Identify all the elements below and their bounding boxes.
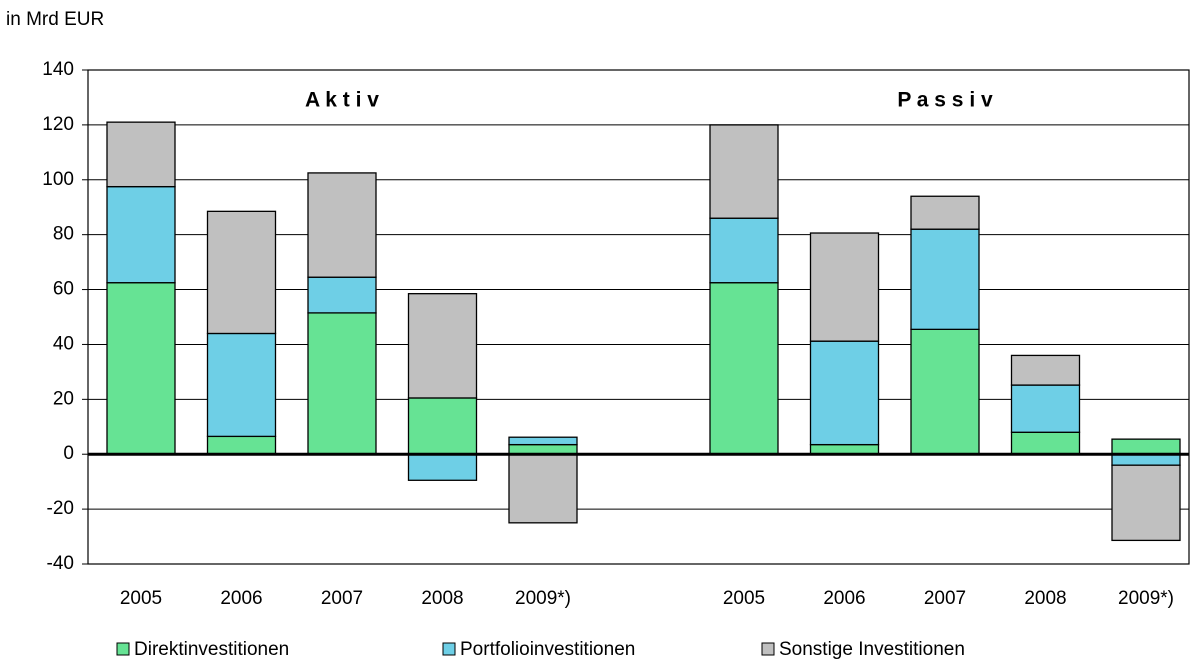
x-tick-label: 2009*) (1118, 588, 1174, 609)
bar-segment (910, 328, 980, 455)
y-tick-label: 120 (42, 114, 74, 135)
y-tick-label: 60 (53, 279, 74, 300)
bar-segment (407, 293, 478, 399)
legend-swatch (761, 642, 775, 656)
y-tick-label: 40 (53, 333, 74, 354)
x-tick-label: 2008 (1024, 588, 1066, 609)
y-tick-label: 0 (63, 443, 74, 464)
bar-segment (910, 195, 980, 230)
bar-segment (1010, 431, 1081, 455)
bar-segment (1111, 453, 1181, 466)
bar-segment (206, 332, 277, 438)
bar-segment (1111, 464, 1181, 542)
x-tick-label: 2008 (421, 588, 463, 609)
axis-label: in Mrd EUR (6, 9, 104, 30)
x-tick-label: 2007 (321, 588, 363, 609)
bar-segment (709, 217, 779, 284)
legend-label: Portfolioinvestitionen (460, 639, 635, 660)
x-tick-label: 2006 (823, 588, 865, 609)
bar-segment (307, 312, 377, 455)
x-tick-label: 2009*) (515, 588, 571, 609)
y-tick-label: -20 (47, 498, 74, 519)
bar-segment (910, 228, 980, 331)
bar-segment (809, 340, 880, 446)
legend-label: Direktinvestitionen (134, 639, 289, 660)
bar-segment (106, 282, 176, 455)
bar-segment (307, 276, 377, 314)
legend-swatch (116, 642, 130, 656)
bar-segment (206, 210, 277, 335)
y-tick-label: 20 (53, 388, 74, 409)
legend-label: Sonstige Investitionen (779, 639, 965, 660)
bar-segment (809, 232, 880, 342)
x-tick-label: 2005 (723, 588, 765, 609)
group-title: A k t i v (305, 89, 379, 112)
plot-frame (87, 69, 1190, 565)
bar-segment (508, 453, 578, 524)
bar-segment (709, 124, 779, 219)
bar-segment (1111, 438, 1181, 455)
legend-swatch (442, 642, 456, 656)
bar-segment (307, 172, 377, 278)
y-tick-label: 80 (53, 224, 74, 245)
bar-segment (206, 435, 277, 455)
bar-segment (508, 436, 578, 446)
y-tick-label: 100 (42, 169, 74, 190)
y-tick-label: 140 (42, 59, 74, 80)
bar-segment (106, 121, 176, 188)
bar-segment (407, 453, 478, 481)
bar-segment (1010, 384, 1081, 433)
bar-segment (709, 282, 779, 455)
y-tick-label: -40 (47, 553, 74, 574)
bar-segment (1010, 354, 1081, 386)
x-tick-label: 2005 (120, 588, 162, 609)
group-title: P a s s i v (897, 89, 993, 112)
bar-segment (106, 185, 176, 284)
bar-segment (407, 397, 478, 455)
x-tick-label: 2006 (220, 588, 262, 609)
x-tick-label: 2007 (924, 588, 966, 609)
